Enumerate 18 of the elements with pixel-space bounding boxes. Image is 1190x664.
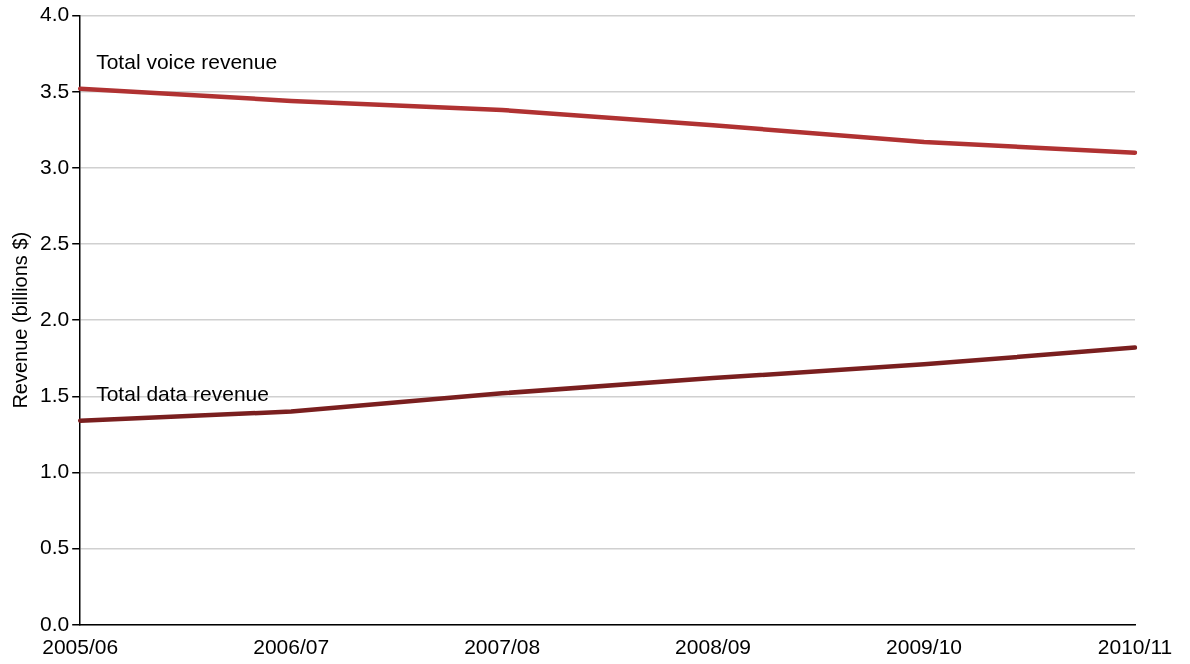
y-tick-label: 2.0 [39,307,70,330]
series-label: Total voice revenue [96,49,278,73]
y-tick-label: 2.5 [39,230,70,254]
y-tick-label: 0.0 [39,611,70,635]
y-axis-title: Revenue (billions $) [8,231,31,409]
x-tick-label: 2008/09 [675,635,752,659]
x-tick-label: 2005/06 [42,635,119,659]
y-tick-label: 4.0 [39,2,70,26]
y-tick-label: 1.5 [39,383,70,407]
y-tick-label: 0.5 [39,535,70,559]
y-tick-label: 3.5 [39,78,70,102]
x-tick-label: 2010/11 [1097,635,1173,659]
x-tick-label: 2009/10 [886,635,962,659]
y-tick-label: 1.0 [39,459,70,483]
series-label: Total data revenue [96,381,269,405]
x-tick-label: 2006/07 [253,635,330,659]
x-tick-label: 2007/08 [464,635,541,659]
y-tick-label: 3.0 [39,154,70,178]
